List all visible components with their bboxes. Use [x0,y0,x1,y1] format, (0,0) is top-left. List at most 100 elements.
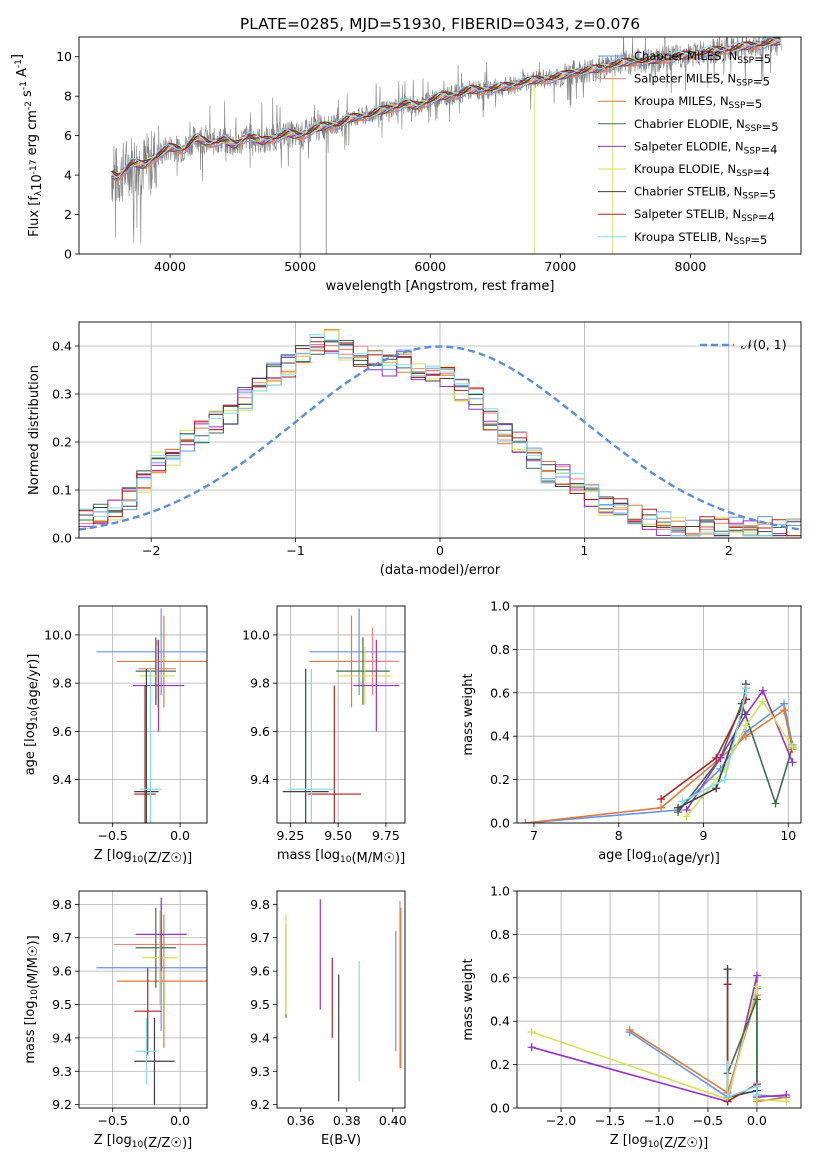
axes-frame [516,890,802,1109]
label-part: Z [ [610,1133,628,1148]
x-axis-label: Z [log10(Z/Z☉)] [94,1133,192,1151]
label-part: SSP [736,169,753,179]
y-axis-label: age [log10(age/yr)] [23,654,41,776]
label-part: Chabrier STELIB, N [634,185,742,199]
weight-marker [758,686,767,695]
x-tick-label: −1 [286,543,304,558]
legend-label: 𝒩(0, 1) [741,337,787,352]
x-tick-label: −2 [142,543,160,558]
plot-area-spectrum [111,37,782,254]
axes-frame [276,605,406,824]
label-part: ] [10,54,25,59]
weight-marker [682,812,691,821]
weight-marker [527,1028,536,1037]
axes-frame [78,36,802,255]
label-part: (Z/Z☉)] [659,1136,708,1151]
y-tick-label: 0 [64,247,72,262]
x-tick-label: −1.5 [595,1113,625,1128]
chart-mass_vs_Z: −0.5 0.09.29.39.49.59.69.79.8Z [log10(Z/Z… [23,890,208,1151]
weight-marker [678,797,687,806]
weight-marker [782,1097,791,1106]
y-tick-label: 0.0 [52,531,72,546]
weight-marker [780,706,789,715]
y-tick-label: 0.4 [52,339,72,354]
y-tick-label: 0.0 [490,816,510,831]
label-part: log [632,848,652,863]
label-part: =5 [762,120,779,134]
plot-area-residuals [79,329,801,537]
x-tick-label: 9.50 [324,828,352,843]
y-tick-label: 9.3 [250,1064,270,1079]
weight-marker [752,1082,761,1091]
x-tick-label: 9.75 [372,828,400,843]
weight-marker [752,1090,761,1099]
x-tick-label: 5000 [284,259,316,274]
weight-marker [521,819,530,823]
y-tick-label: 8 [64,89,72,104]
label-sub: 10 [132,855,144,865]
y-tick-label: 9.8 [52,897,72,912]
y-tick-label: 9.4 [250,772,270,787]
legend-label: Salpeter STELIB, NSSP=4 [634,207,775,224]
label-part: E(B-V) [321,1133,361,1148]
label-part: Kroupa ELODIE, N [634,162,736,176]
y-tick-label: 1.0 [490,884,510,899]
label-part: erg cm [25,110,40,159]
label-part: =5 [745,97,762,111]
chart-weight_vs_Z: −2.0 −1.5 −1.0 −0.5 0.0 0.0 0.2 0.4 0.6 0.8 1.0 Z [… [461,884,802,1151]
label-part: SSP [737,56,754,66]
plot-area-weight_vs_Z [527,965,791,1106]
weight-marker [723,1093,732,1102]
label-part: SSP [742,192,759,202]
figure-title: PLATE=0285, MJD=51930, FIBERID=0343, z=0… [240,15,640,33]
axes-frame [78,890,208,1109]
y-tick-label: 10 [56,49,72,64]
label-part: =4 [753,165,770,179]
label-sub: 10 [340,855,352,865]
chart-spectrum: 4000 5000 6000 7000 8000 0 2 4 6 8 10 wavelength [A… [10,36,802,294]
y-tick-label: 9.5 [52,997,72,1012]
label-part: Normed distribution [27,365,42,495]
chart-residuals: −2 −1 0 1 2 0.0 0.1 0.2 0.3 0.4 (data-model)/error… [27,321,802,578]
label-part: -17 [29,160,39,175]
plot-area-mass_vs_Z [96,897,207,1105]
y-axis-label: mass weight [461,673,476,755]
x-tick-label: 0.36 [287,1113,315,1128]
y-tick-label: 9.3 [52,1064,72,1079]
x-tick-label: −0.5 [693,1113,723,1128]
label-part: =5 [759,188,776,202]
x-tick-label: 0.38 [333,1113,361,1128]
y-tick-label: 9.8 [250,897,270,912]
x-tick-label: −0.5 [98,1113,128,1128]
x-tick-label: 1 [580,543,588,558]
plot-area-age_vs_Z [96,608,207,823]
model-line-chabrier_miles [111,40,781,180]
label-part: mass [ [277,848,320,863]
label-sub: 10 [132,1140,144,1150]
y-axis-label: mass weight [461,958,476,1040]
weight-marker [752,995,761,1004]
legend-label: Kroupa MILES, NSSP=5 [634,94,762,111]
label-part: mass weight [461,958,476,1040]
label-part: SSP [736,79,753,89]
weight-marker [741,732,750,741]
axes-frame [276,890,406,1109]
label-part: age [ [598,848,631,863]
y-tick-label: 9.7 [52,930,72,945]
weight-marker [752,982,761,991]
x-tick-label: 9.25 [276,828,304,843]
label-part: Salpeter MILES, N [634,72,736,86]
y-tick-label: 0.0 [490,1101,510,1116]
legend-label: Salpeter ELODIE, NSSP=4 [634,139,777,156]
weight-marker [741,684,750,693]
y-tick-label: 0.4 [490,1014,510,1029]
plot-area-mass_vs_ebv [285,899,402,1102]
x-tick-label: −1.0 [644,1113,674,1128]
y-tick-label: 9.8 [250,676,270,691]
y-axis-label: Flux [fλ10-17 erg cm-2 s-1 A-1] [10,54,45,237]
label-part: (data-model)/error [380,563,501,578]
label-part: (Z/Z☉)] [143,1136,192,1151]
x-tick-label: 10 [780,828,796,843]
y-tick-label: 9.4 [52,1030,72,1045]
